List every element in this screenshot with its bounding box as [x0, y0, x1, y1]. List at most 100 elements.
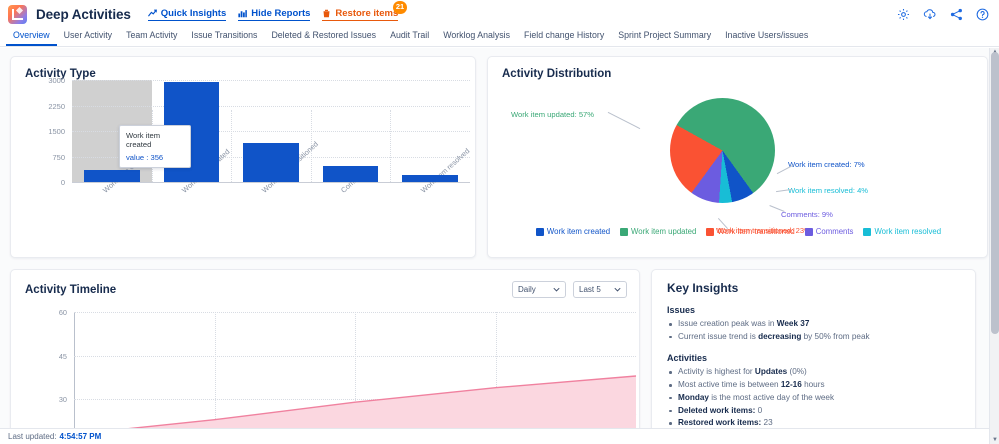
- bar-chart-icon: [238, 9, 248, 18]
- tab-issue-transitions[interactable]: Issue Transitions: [191, 30, 258, 41]
- gridline-vertical: [355, 312, 356, 443]
- key-insights-section-heading: Activities: [667, 353, 708, 364]
- key-insight-item: Activity is highest for Updates (0%): [669, 366, 975, 379]
- tab-overview[interactable]: Overview: [6, 31, 57, 46]
- gridline-vertical: [390, 110, 392, 182]
- activity-type-card: Activity Type 3000 2250 1500 750 0 Work item…: [10, 56, 476, 258]
- key-insight-item: Restored work items: 23: [669, 417, 975, 430]
- tab-user-activity[interactable]: User Activity: [63, 30, 113, 41]
- scrollbar-thumb[interactable]: [991, 52, 999, 334]
- bar-y-tick-label: 750: [52, 152, 65, 162]
- key-insight-item: Issue creation peak was in Week 37: [669, 318, 975, 331]
- activity-timeline-title: Activity Timeline: [25, 283, 117, 296]
- tab-deleted-restored-issues[interactable]: Deleted & Restored Issues: [271, 30, 377, 41]
- pie-label-3: Comments: 9%: [781, 210, 833, 219]
- timeline-header: Activity Timeline Daily Last 5: [11, 270, 639, 298]
- restore-items-badge: 21: [392, 0, 408, 14]
- key-insights-body: Issues Issue creation peak was in Week 37…: [652, 305, 975, 430]
- legend-label: Work item transitioned: [717, 227, 795, 236]
- chevron-down-icon: [614, 287, 621, 292]
- help-icon[interactable]: [976, 8, 989, 21]
- legend-label: Work item updated: [631, 227, 697, 236]
- bar-tooltip-value: value : 356: [126, 153, 164, 162]
- share-icon[interactable]: [950, 8, 963, 21]
- gridline-vertical: [214, 312, 216, 443]
- legend-swatch: [863, 227, 872, 236]
- activity-distribution-card: Activity Distribution Work item updated:…: [487, 56, 988, 258]
- footer-status-bar: Last updated: 4:54:57 PM: [0, 428, 989, 444]
- gridline: [72, 105, 470, 107]
- key-insight-item: Most active time is between 12-16 hours: [669, 379, 975, 392]
- activity-distribution-title: Activity Distribution: [502, 68, 612, 80]
- timeline-y-tick-label: 60: [58, 308, 67, 317]
- activity-distribution-pie-chart[interactable]: Work item updated: 57% Work item created:…: [488, 80, 989, 242]
- timeline-granularity-value: Daily: [518, 285, 536, 294]
- last-updated-label: Last updated:: [8, 432, 57, 441]
- legend-swatch: [804, 227, 813, 236]
- tab-audit-trail[interactable]: Audit Trail: [390, 30, 430, 41]
- legend-item-3[interactable]: Comments: [804, 227, 854, 236]
- restore-items-button[interactable]: Restore items 21: [322, 0, 408, 21]
- gridline-vertical: [495, 312, 497, 443]
- line-chart-icon: [147, 9, 157, 18]
- gridline-vertical: [231, 110, 233, 182]
- header-actions: Quick Insights Hide Reports Restore item…: [147, 0, 408, 21]
- timeline-range-select[interactable]: Last 5: [573, 281, 627, 298]
- gridline: [72, 80, 470, 81]
- bar-x-axis: [72, 182, 470, 183]
- timeline-range-value: Last 5: [579, 285, 601, 294]
- hide-reports-label: Hide Reports: [251, 7, 311, 19]
- tab-inactive-users-issues[interactable]: Inactive Users/issues: [725, 30, 809, 41]
- activity-timeline-area-chart[interactable]: 30 45 60: [11, 303, 639, 443]
- legend-label: Work item created: [546, 227, 611, 236]
- bar-y-tick-label: 0: [60, 178, 65, 187]
- hide-reports-button[interactable]: Hide Reports: [238, 7, 311, 21]
- key-insight-item: Current issue trend is decreasing by 50%…: [669, 331, 975, 344]
- gear-icon[interactable]: [897, 8, 910, 21]
- cloud-download-icon[interactable]: [923, 8, 937, 21]
- tab-bar: Overview User Activity Team Activity Iss…: [0, 28, 999, 47]
- quick-insights-button[interactable]: Quick Insights: [147, 7, 227, 21]
- legend-item-0[interactable]: Work item created: [535, 227, 611, 236]
- pie-leader-line: [776, 164, 794, 175]
- bar-y-tick-label: 2250: [48, 101, 65, 111]
- deep-activities-logo-icon: [8, 4, 27, 24]
- key-insights-list: Issue creation peak was in Week 37 Curren…: [669, 318, 975, 343]
- page-title: Deep Activities: [36, 6, 131, 22]
- legend-item-4[interactable]: Work item resolved: [863, 227, 941, 236]
- timeline-granularity-select[interactable]: Daily: [512, 281, 566, 298]
- key-insight-item: Deleted work items: 0: [669, 405, 975, 418]
- pie-label-2: Work item transitioned: 23%: [716, 226, 811, 235]
- legend-label: Comments: [815, 227, 854, 236]
- pie-leader-line: [769, 205, 785, 212]
- key-insight-item: Monday is the most active day of the wee…: [669, 392, 975, 405]
- tab-worklog-analysis[interactable]: Worklog Analysis: [443, 30, 511, 41]
- tab-team-activity[interactable]: Team Activity: [126, 30, 178, 41]
- bar-4[interactable]: [402, 175, 459, 182]
- timeline-y-tick-label: 30: [58, 395, 67, 405]
- timeline-series-svg: [73, 375, 637, 443]
- quick-insights-label: Quick Insights: [160, 7, 227, 19]
- trash-icon: [322, 9, 331, 18]
- legend-swatch: [535, 227, 544, 236]
- bar-2[interactable]: [243, 142, 299, 182]
- tab-field-change-history[interactable]: Field change History: [524, 30, 605, 41]
- scroll-down-icon[interactable]: ▼: [992, 437, 998, 443]
- bar-0[interactable]: [83, 169, 140, 182]
- key-insights-list: Activity is highest for Updates (0%) Most…: [669, 366, 975, 430]
- legend-item-2[interactable]: Work item transitioned: [706, 227, 795, 236]
- legend-item-1[interactable]: Work item updated: [620, 227, 696, 236]
- last-updated-time: 4:54:57 PM: [59, 432, 102, 441]
- gridline: [72, 131, 470, 132]
- bar-y-tick-label: 3000: [48, 76, 65, 85]
- charts-row-bottom: Activity Timeline Daily Last 5 30 45 60 Ke…: [10, 269, 979, 444]
- tab-sprint-project-summary[interactable]: Sprint Project Summary: [618, 30, 712, 41]
- timeline-area-issues-created: [74, 376, 636, 443]
- bar-y-tick-label: 1500: [48, 127, 65, 136]
- dashboard-content: Activity Type 3000 2250 1500 750 0 Work item…: [0, 48, 989, 444]
- bar-3[interactable]: [322, 166, 379, 182]
- key-insights-card: Key Insights Issues Issue creation peak w…: [651, 269, 976, 444]
- timeline-y-tick-label: 45: [58, 351, 67, 361]
- vertical-scrollbar[interactable]: ▲ ▼: [989, 48, 999, 444]
